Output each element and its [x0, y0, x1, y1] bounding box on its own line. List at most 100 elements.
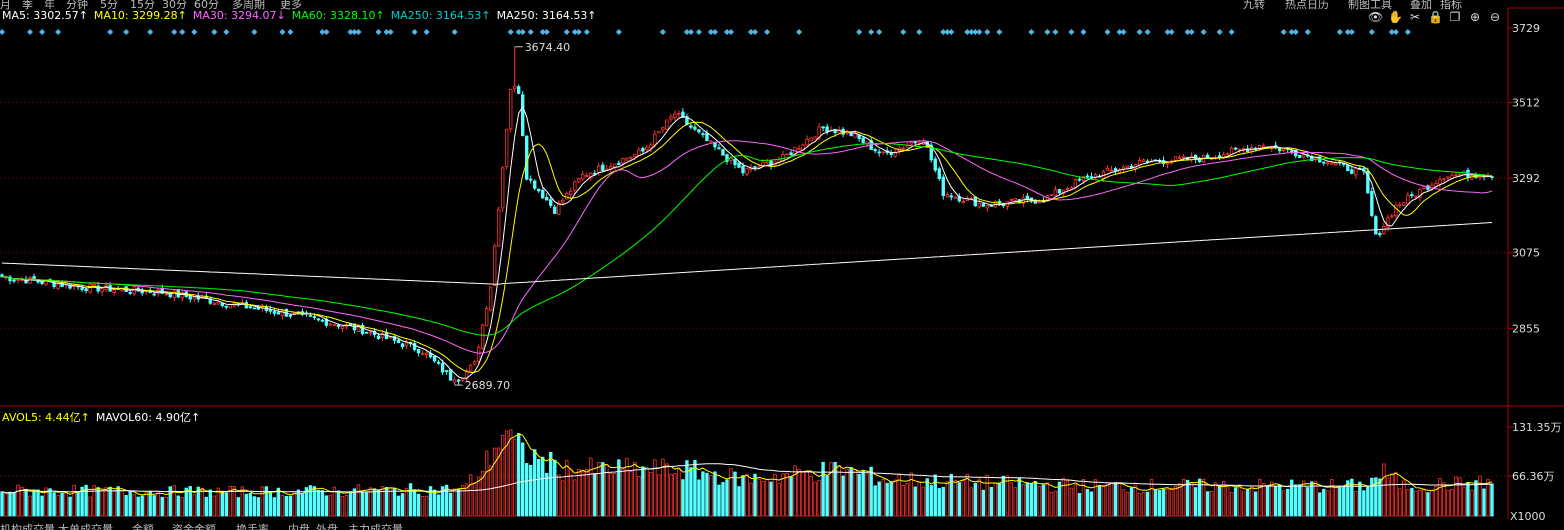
volume-bar: [296, 489, 301, 517]
volume-bar: [1470, 489, 1474, 517]
volume-bar: [488, 465, 493, 517]
period-tab-0[interactable]: 月: [0, 0, 11, 11]
candle-body: [1302, 154, 1306, 158]
volume-bar: [364, 492, 369, 517]
volume-bar: [128, 490, 132, 517]
signal-diamond: [223, 29, 230, 35]
volume-bar: [112, 491, 116, 517]
candle-body: [553, 206, 557, 214]
indicator-tab-7[interactable]: 主力成交量: [348, 523, 403, 530]
candle-body: [1229, 147, 1234, 155]
signal-diamond: [1104, 29, 1111, 35]
right-tab-1[interactable]: 热点日历: [1285, 0, 1329, 11]
indicator-tab-0[interactable]: 机构成交量: [0, 523, 55, 530]
volume-bar: [1089, 491, 1094, 517]
volume-bar: [597, 462, 601, 517]
candle-body: [601, 164, 605, 171]
scissors-icon[interactable]: ✂: [1409, 10, 1421, 24]
volume-bar: [416, 493, 421, 517]
volume-bar: [773, 473, 777, 517]
volume-bar: [1169, 487, 1174, 517]
volume-bar: [192, 494, 196, 517]
volume-bar: [917, 481, 921, 517]
volume-bar: [1406, 489, 1410, 517]
period-tab-5[interactable]: 15分: [130, 0, 155, 11]
volume-bar: [885, 482, 889, 517]
right-tab-0[interactable]: 九转: [1243, 0, 1265, 11]
indicator-tab-6[interactable]: 外盘: [316, 523, 338, 530]
volume-bar: [673, 473, 677, 517]
volume-bar: [172, 485, 176, 517]
volume-bar: [1446, 489, 1450, 517]
volume-bar: [1201, 478, 1206, 517]
eye-icon[interactable]: 👁: [1368, 10, 1384, 24]
volume-bar: [1145, 491, 1150, 517]
period-tab-2[interactable]: 年: [44, 0, 55, 11]
candle-body: [1326, 162, 1330, 165]
indicator-tab-4[interactable]: 换手率: [236, 523, 269, 530]
signal-diamond: [1052, 29, 1059, 35]
signal-diamond: [1028, 29, 1035, 35]
period-tab-9[interactable]: 更多: [280, 0, 302, 11]
volume-bar: [741, 475, 745, 517]
volume-bar: [1037, 486, 1042, 517]
volume-bar: [1334, 485, 1338, 517]
indicator-tab-5[interactable]: 内盘: [288, 523, 310, 530]
signal-diamond: [287, 29, 294, 35]
volume-bar: [645, 467, 649, 517]
volume-bar: [1069, 487, 1074, 517]
signal-diamond: [1304, 29, 1311, 35]
volume-bar: [504, 430, 509, 517]
volume-bar: [136, 496, 140, 517]
volume-bar: [721, 482, 725, 517]
period-tab-6[interactable]: 30分: [162, 0, 187, 11]
zoom-out-icon[interactable]: ⊖: [1489, 10, 1501, 24]
copy-icon[interactable]: ❐: [1449, 10, 1461, 24]
zoom-in-icon[interactable]: ⊕: [1469, 10, 1481, 24]
candle-body: [192, 296, 196, 300]
period-tab-8[interactable]: 多周期: [232, 0, 265, 11]
hand-icon[interactable]: ✋: [1388, 10, 1403, 24]
period-tab-3[interactable]: 分钟: [66, 0, 88, 11]
volume-bar: [1382, 463, 1386, 517]
volume-bar: [989, 487, 994, 517]
volume-bar: [144, 491, 148, 517]
right-tab-4[interactable]: 指标: [1440, 0, 1462, 11]
signal-diamond: [996, 29, 1003, 35]
right-tab-2[interactable]: 制图工具: [1348, 0, 1392, 11]
candle-body: [617, 162, 621, 165]
period-tab-1[interactable]: 季: [22, 0, 33, 11]
period-tab-4[interactable]: 5分: [100, 0, 118, 11]
volume-bar: [849, 467, 853, 517]
volume-bar: [1193, 487, 1198, 517]
candle-body: [172, 290, 176, 299]
volume-bar: [1426, 492, 1430, 517]
volume-bar: [56, 495, 60, 517]
signal-diamond: [39, 29, 46, 35]
period-tab-7[interactable]: 60分: [194, 0, 219, 11]
signal-diamond: [752, 29, 759, 35]
volume-bar: [516, 433, 521, 517]
lock-icon[interactable]: 🔒: [1428, 10, 1443, 24]
right-tab-3[interactable]: 叠加: [1410, 0, 1432, 11]
indicator-tab-3[interactable]: 资金金额: [172, 523, 216, 530]
signal-diamond: [1288, 29, 1295, 35]
candle-body: [541, 189, 545, 199]
volume-bar: [1109, 482, 1114, 517]
volume-bar: [945, 481, 949, 517]
indicator-tab-2[interactable]: 金额: [132, 523, 154, 530]
signal-diamond: [916, 29, 923, 35]
candle-body: [937, 168, 941, 179]
volume-bar: [697, 479, 701, 517]
volume-bar: [1430, 489, 1434, 517]
candle-body: [597, 165, 601, 173]
candle-body: [436, 361, 441, 364]
ma-legend: MA5: 3302.57↑ MA10: 3299.28↑ MA30: 3294.07…: [2, 9, 603, 25]
candle-body: [1402, 202, 1406, 206]
signal-diamond: [519, 29, 526, 35]
candle-body: [424, 352, 429, 356]
indicator-tab-1[interactable]: 大单成交量: [58, 523, 113, 530]
signal-diamond: [347, 29, 354, 35]
candle-body: [933, 158, 937, 171]
